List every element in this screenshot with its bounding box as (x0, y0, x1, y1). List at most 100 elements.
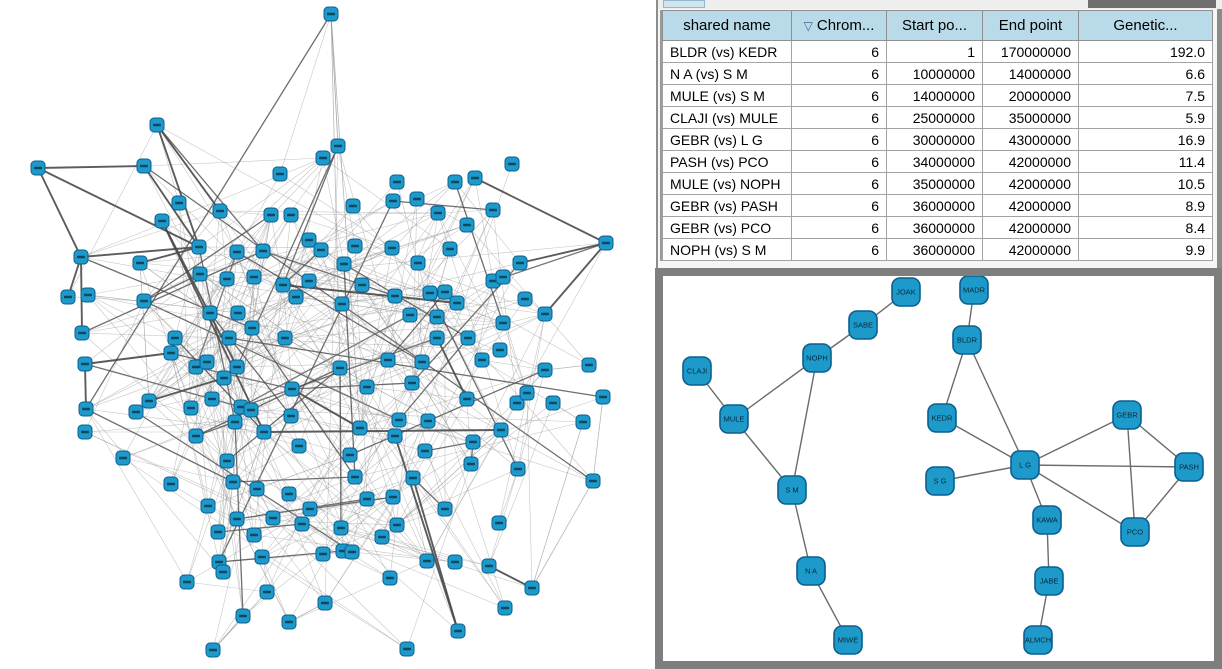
network-edge (87, 294, 253, 329)
network-node-label (378, 535, 386, 539)
network-node[interactable] (777, 475, 807, 505)
table-scroll-thumb[interactable] (1088, 0, 1216, 8)
network-node-label (406, 313, 414, 317)
network-edge (282, 239, 310, 286)
network-edge (81, 332, 230, 339)
column-header-4[interactable]: Genetic... (1078, 10, 1213, 41)
network-edge (282, 284, 361, 429)
table-row[interactable]: PASH (vs) PCO 6 34000000 42000000 11.4 (662, 150, 1213, 173)
table-row[interactable]: GEBR (vs) L G 6 30000000 43000000 16.9 (662, 128, 1213, 151)
column-header-3[interactable]: End point (982, 10, 1079, 41)
network-node-label (214, 530, 222, 534)
network-node[interactable] (848, 310, 878, 340)
main-network-view[interactable] (0, 0, 656, 669)
network-node[interactable] (952, 325, 982, 355)
network-edge (253, 200, 394, 278)
network-edge (409, 298, 526, 316)
column-header-2[interactable]: Start po... (886, 10, 983, 41)
network-node-label (171, 336, 179, 340)
network-node[interactable] (927, 403, 957, 433)
filtered-network-canvas[interactable]: JOAK SABE NOPH CLAJI MULE S M N A MIWE MADR BLDR K… (663, 275, 1214, 661)
network-edge (148, 377, 225, 402)
vertical-scrollbar[interactable] (1217, 9, 1222, 269)
network-edge (240, 314, 411, 408)
network-edge (251, 327, 368, 388)
network-node-label (215, 560, 223, 564)
network-node[interactable] (1120, 517, 1150, 547)
network-edge (84, 431, 274, 519)
network-node[interactable] (1010, 450, 1040, 480)
network-edge (199, 250, 264, 275)
network-node-label (281, 336, 289, 340)
network-node[interactable] (682, 356, 712, 386)
network-edge (322, 468, 519, 555)
network-edge (156, 124, 221, 212)
network-node[interactable] (925, 466, 955, 496)
network-node-label (421, 449, 429, 453)
table-cell: 1 (886, 40, 983, 63)
network-node-label (489, 208, 497, 212)
network-node-label (269, 516, 277, 520)
network-node[interactable] (796, 556, 826, 586)
network-node-label: NOPH (806, 354, 828, 363)
network-node[interactable] (1023, 625, 1053, 655)
network-node-label (478, 358, 486, 362)
table-tab-stub[interactable] (663, 0, 705, 8)
network-node[interactable] (833, 625, 863, 655)
panel-divider (656, 0, 658, 269)
network-edge (199, 273, 238, 368)
table-row[interactable]: CLAJI (vs) MULE 6 25000000 35000000 5.9 (662, 106, 1213, 129)
network-node-label (496, 348, 504, 352)
network-node-label (453, 301, 461, 305)
network-node[interactable] (1174, 452, 1204, 482)
network-edge (207, 366, 238, 507)
table-row[interactable]: N A (vs) S M 6 10000000 14000000 6.6 (662, 62, 1213, 85)
table-row[interactable]: GEBR (vs) PASH 6 36000000 42000000 8.9 (662, 194, 1213, 217)
network-edge (417, 177, 476, 264)
network-node-label (263, 590, 271, 594)
network-edge (143, 214, 272, 302)
network-edge (343, 263, 469, 339)
network-node-label (237, 405, 245, 409)
network-node-label (187, 406, 195, 410)
table-row[interactable]: BLDR (vs) KEDR 6 1 170000000 192.0 (662, 40, 1213, 63)
table-row[interactable]: GEBR (vs) PCO 6 36000000 42000000 8.4 (662, 216, 1213, 239)
network-edge (236, 366, 300, 447)
network-node[interactable] (959, 275, 989, 305)
network-node[interactable] (719, 404, 749, 434)
network-node-label (267, 213, 275, 217)
network-edge (474, 177, 607, 244)
network-edge (320, 249, 398, 526)
network-node[interactable] (1032, 505, 1062, 535)
column-header-0[interactable]: shared name (662, 10, 792, 41)
network-edge (251, 327, 351, 456)
table-row[interactable]: MULE (vs) S M 6 14000000 20000000 7.5 (662, 84, 1213, 107)
table-row[interactable]: MULE (vs) NOPH 6 35000000 42000000 10.5 (662, 172, 1213, 195)
network-edge (359, 247, 393, 429)
network-node-label: S M (785, 486, 798, 495)
network-edge (291, 382, 413, 390)
network-node-label (285, 620, 293, 624)
network-node-label (426, 291, 434, 295)
network-node[interactable] (891, 277, 921, 307)
network-edge (195, 366, 293, 390)
network-node-label (203, 360, 211, 364)
network-edge (67, 124, 158, 298)
sort-icon: ▽ (803, 19, 813, 33)
main-network-canvas[interactable] (0, 0, 656, 669)
network-node-label (485, 564, 493, 568)
network-edge (290, 212, 439, 216)
table-cell: 14000000 (982, 62, 1079, 85)
network-edge (237, 214, 292, 314)
network-edge (234, 421, 351, 456)
table-row[interactable]: NOPH (vs) S M 6 36000000 42000000 9.9 (662, 238, 1213, 261)
network-node[interactable] (1034, 566, 1064, 596)
network-node[interactable] (802, 343, 832, 373)
network-node-label (78, 331, 86, 335)
network-node[interactable] (1112, 400, 1142, 430)
network-node-label (192, 365, 200, 369)
filtered-network-view[interactable]: JOAK SABE NOPH CLAJI MULE S M N A MIWE MADR BLDR K… (663, 275, 1214, 661)
network-edge (492, 280, 528, 394)
column-header-1[interactable]: ▽ Chrom... (791, 10, 887, 41)
network-node-label (463, 397, 471, 401)
